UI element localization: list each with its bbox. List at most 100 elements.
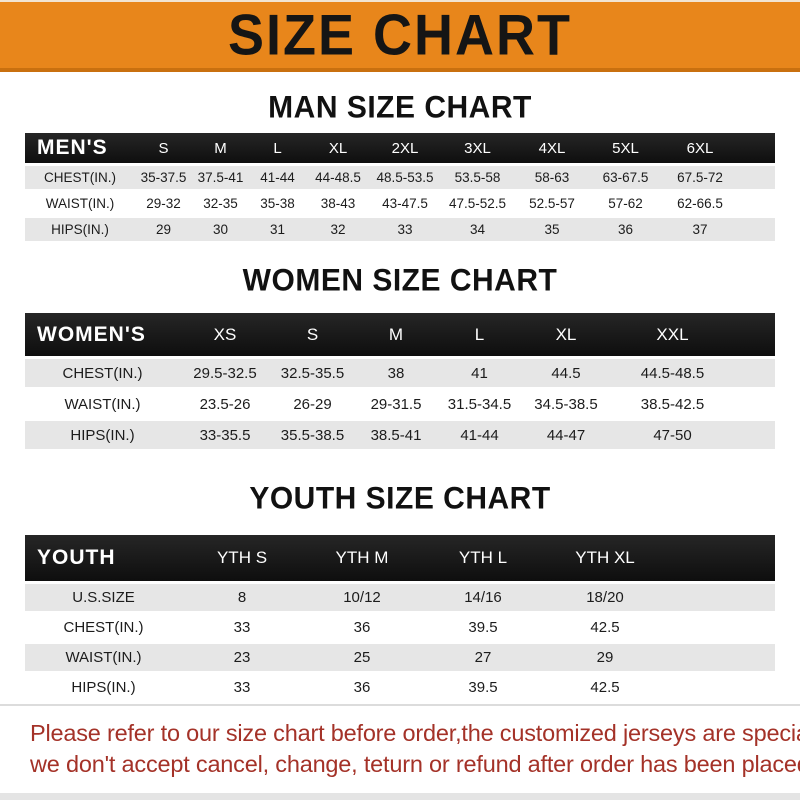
column-header: 5XL — [589, 133, 662, 163]
column-header: YTH M — [302, 535, 422, 581]
row-label: HIPS(IN.) — [25, 674, 182, 701]
table-row: WAIST(IN.) 23 25 27 29 — [25, 644, 775, 671]
row-label: WAIST(IN.) — [25, 644, 182, 671]
table-cell: 41-44 — [249, 166, 306, 189]
table-cell: 33 — [182, 674, 302, 701]
row-spacer — [666, 644, 775, 671]
table-cell: 32 — [306, 218, 370, 241]
table-cell: 38.5-42.5 — [610, 390, 735, 418]
row-spacer — [738, 166, 775, 189]
table-cell: 36 — [589, 218, 662, 241]
table-cell: 14/16 — [422, 584, 544, 611]
table-cell: 29 — [135, 218, 192, 241]
column-header: L — [437, 313, 522, 356]
table-cell: 57-62 — [589, 192, 662, 215]
column-header: XS — [180, 313, 270, 356]
table-cell: 42.5 — [544, 614, 666, 641]
table-cell: 31.5-34.5 — [437, 390, 522, 418]
row-spacer — [738, 218, 775, 241]
column-header: M — [355, 313, 437, 356]
table-row: CHEST(IN.) 35-37.5 37.5-41 41-44 44-48.5 48.5… — [25, 166, 775, 189]
table-cell: 36 — [302, 674, 422, 701]
table-row: U.S.SIZE 8 10/12 14/16 18/20 — [25, 584, 775, 611]
table-cell: 44.5-48.5 — [610, 359, 735, 387]
table-row: HIPS(IN.) 29 30 31 32 33 34 35 36 37 — [25, 218, 775, 241]
column-header: L — [249, 133, 306, 163]
header-spacer — [666, 535, 775, 581]
row-label: CHEST(IN.) — [25, 359, 180, 387]
footer-note-line2: we don't accept cancel, change, teturn o… — [30, 751, 800, 777]
table-cell: 10/12 — [302, 584, 422, 611]
row-spacer — [735, 359, 775, 387]
table-cell: 32.5-35.5 — [270, 359, 355, 387]
column-header: M — [192, 133, 249, 163]
row-label: U.S.SIZE — [25, 584, 182, 611]
table-cell: 18/20 — [544, 584, 666, 611]
table-header-row: YOUTH YTH S YTH M YTH L YTH XL — [25, 535, 775, 581]
table-cell: 44-48.5 — [306, 166, 370, 189]
women-size-table: WOMEN'S XS S M L XL XXL CHEST(IN.) 29.5-32.5 32.5… — [25, 310, 775, 452]
row-spacer — [738, 192, 775, 215]
table-cell: 47.5-52.5 — [440, 192, 515, 215]
column-header: 3XL — [440, 133, 515, 163]
row-label: HIPS(IN.) — [25, 218, 135, 241]
section-heading-women-text: WOMEN SIZE CHART — [242, 263, 558, 298]
table-cell: 30 — [192, 218, 249, 241]
table-cell: 44.5 — [522, 359, 610, 387]
table-title-cell: YOUTH — [25, 535, 182, 581]
table-cell: 29-32 — [135, 192, 192, 215]
table-cell: 23.5-26 — [180, 390, 270, 418]
column-header: XL — [306, 133, 370, 163]
column-header: 2XL — [370, 133, 440, 163]
table-cell: 47-50 — [610, 421, 735, 449]
table-cell: 29 — [544, 644, 666, 671]
row-spacer — [735, 421, 775, 449]
table-cell: 29-31.5 — [355, 390, 437, 418]
column-header: 6XL — [662, 133, 738, 163]
table-cell: 36 — [302, 614, 422, 641]
row-spacer — [666, 614, 775, 641]
table-header-row: MEN'S S M L XL 2XL 3XL 4XL 5XL 6XL — [25, 133, 775, 163]
table-cell: 43-47.5 — [370, 192, 440, 215]
table-cell: 42.5 — [544, 674, 666, 701]
column-header: XXL — [610, 313, 735, 356]
table-cell: 33 — [182, 614, 302, 641]
footer-note-line1: Please refer to our size chart before or… — [30, 720, 800, 746]
footer-note: Please refer to our size chart before or… — [0, 704, 800, 780]
table-cell: 33-35.5 — [180, 421, 270, 449]
table-cell: 35.5-38.5 — [270, 421, 355, 449]
row-spacer — [666, 674, 775, 701]
table-row: CHEST(IN.) 33 36 39.5 42.5 — [25, 614, 775, 641]
header-spacer — [735, 313, 775, 356]
table-cell: 39.5 — [422, 614, 544, 641]
row-label: CHEST(IN.) — [25, 614, 182, 641]
row-label: WAIST(IN.) — [25, 192, 135, 215]
table-cell: 41-44 — [437, 421, 522, 449]
table-cell: 34.5-38.5 — [522, 390, 610, 418]
section-heading-men-text: MAN SIZE CHART — [268, 90, 532, 125]
column-header: XL — [522, 313, 610, 356]
table-cell: 53.5-58 — [440, 166, 515, 189]
table-cell: 23 — [182, 644, 302, 671]
column-header: S — [135, 133, 192, 163]
table-cell: 58-63 — [515, 166, 589, 189]
table-cell: 32-35 — [192, 192, 249, 215]
table-cell: 27 — [422, 644, 544, 671]
table-cell: 37 — [662, 218, 738, 241]
table-cell: 35 — [515, 218, 589, 241]
youth-size-table: YOUTH YTH S YTH M YTH L YTH XL U.S.SIZE 8 10/12… — [25, 532, 775, 704]
table-cell: 38.5-41 — [355, 421, 437, 449]
section-heading-youth-text: YOUTH SIZE CHART — [249, 481, 551, 516]
column-header: YTH S — [182, 535, 302, 581]
row-spacer — [666, 584, 775, 611]
table-row: CHEST(IN.) 29.5-32.5 32.5-35.5 38 41 44.5 44.5… — [25, 359, 775, 387]
table-header-row: WOMEN'S XS S M L XL XXL — [25, 313, 775, 356]
column-header: YTH L — [422, 535, 544, 581]
table-cell: 67.5-72 — [662, 166, 738, 189]
table-cell: 35-38 — [249, 192, 306, 215]
table-cell: 33 — [370, 218, 440, 241]
table-cell: 44-47 — [522, 421, 610, 449]
table-cell: 52.5-57 — [515, 192, 589, 215]
table-cell: 62-66.5 — [662, 192, 738, 215]
table-cell: 34 — [440, 218, 515, 241]
